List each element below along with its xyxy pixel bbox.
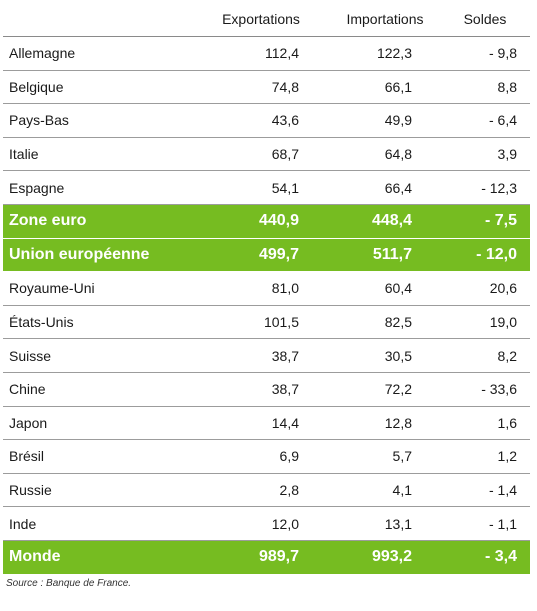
source-note: Source : Banque de France. bbox=[6, 578, 132, 589]
country-cell: Japon bbox=[9, 414, 48, 431]
exportations-cell: 112,4 bbox=[265, 45, 299, 62]
table-row: Italie 68,7 64,8 3,9 bbox=[3, 138, 530, 172]
importations-cell: 82,5 bbox=[384, 314, 412, 331]
table-row: Japon 14,4 12,8 1,6 bbox=[3, 407, 530, 441]
soldes-cell: 8,2 bbox=[497, 347, 517, 364]
importations-cell: 448,4 bbox=[371, 212, 412, 230]
table-row: Russie 2,8 4,1 - 1,4 bbox=[3, 474, 530, 508]
exportations-cell: 68,7 bbox=[271, 146, 299, 163]
country-cell: Italie bbox=[9, 146, 39, 163]
importations-cell: 511,7 bbox=[372, 245, 412, 263]
importations-cell: 66,1 bbox=[384, 78, 412, 95]
soldes-cell: - 12,3 bbox=[481, 179, 517, 196]
country-cell: Chine bbox=[9, 381, 46, 398]
soldes-cell: 3,9 bbox=[497, 146, 517, 163]
exportations-cell: 989,7 bbox=[258, 548, 299, 566]
table-row: Allemagne 112,4 122,3 - 9,8 bbox=[3, 37, 530, 71]
importations-cell: 60,4 bbox=[384, 280, 412, 297]
trade-table: Exportations Importations Soldes Allemag… bbox=[3, 2, 530, 575]
table-row: Suisse 38,7 30,5 8,2 bbox=[3, 339, 530, 373]
soldes-cell: - 9,8 bbox=[488, 45, 517, 62]
importations-cell: 993,2 bbox=[371, 548, 412, 566]
soldes-cell: 19,0 bbox=[489, 314, 517, 331]
exportations-cell: 6,9 bbox=[279, 448, 299, 465]
exportations-cell: 54,1 bbox=[271, 179, 299, 196]
table-header: Exportations Importations Soldes bbox=[3, 2, 530, 37]
header-importations: Importations bbox=[346, 11, 424, 27]
country-cell: Pays-Bas bbox=[9, 112, 69, 129]
soldes-cell: 20,6 bbox=[489, 280, 517, 297]
soldes-cell: - 1,1 bbox=[488, 515, 517, 532]
soldes-cell: - 3,4 bbox=[484, 548, 517, 566]
importations-cell: 49,9 bbox=[384, 112, 412, 129]
exportations-cell: 2,8 bbox=[279, 482, 299, 499]
table-row: Belgique 74,8 66,1 8,8 bbox=[3, 71, 530, 105]
soldes-cell: 1,2 bbox=[497, 448, 517, 465]
soldes-cell: 8,8 bbox=[497, 78, 517, 95]
exportations-cell: 38,7 bbox=[271, 347, 299, 364]
exportations-cell: 101,5 bbox=[263, 314, 299, 331]
header-soldes: Soldes bbox=[463, 11, 507, 27]
table-row: Union européenne 499,7 511,7 - 12,0 bbox=[3, 238, 530, 273]
table-row: Monde 989,7 993,2 - 3,4 bbox=[3, 540, 530, 575]
exportations-cell: 43,6 bbox=[271, 112, 299, 129]
table-row: Inde 12,0 13,1 - 1,1 bbox=[3, 507, 530, 541]
soldes-cell: - 33,6 bbox=[481, 381, 517, 398]
exportations-cell: 74,8 bbox=[271, 78, 299, 95]
table-row: Brésil 6,9 5,7 1,2 bbox=[3, 440, 530, 474]
importations-cell: 12,8 bbox=[384, 414, 412, 431]
exportations-cell: 440,9 bbox=[258, 212, 299, 230]
soldes-cell: 1,6 bbox=[497, 414, 517, 431]
soldes-cell: - 1,4 bbox=[488, 482, 517, 499]
soldes-cell: - 6,4 bbox=[488, 112, 517, 129]
soldes-cell: - 7,5 bbox=[484, 212, 517, 230]
country-cell: Royaume-Uni bbox=[9, 280, 95, 297]
country-cell: Espagne bbox=[9, 179, 65, 196]
country-cell: Belgique bbox=[9, 78, 64, 95]
exportations-cell: 499,7 bbox=[258, 245, 299, 263]
importations-cell: 5,7 bbox=[392, 448, 412, 465]
table-body: Allemagne 112,4 122,3 - 9,8 Belgique 74,8 66,1… bbox=[3, 37, 530, 575]
country-cell: États-Unis bbox=[9, 314, 74, 331]
table-row: Zone euro 440,9 448,4 - 7,5 bbox=[3, 204, 530, 239]
importations-cell: 4,1 bbox=[392, 482, 412, 499]
exportations-cell: 14,4 bbox=[271, 414, 299, 431]
soldes-cell: - 12,0 bbox=[476, 245, 517, 263]
table-row: Chine 38,7 72,2 - 33,6 bbox=[3, 373, 530, 407]
country-cell: Monde bbox=[9, 548, 61, 566]
importations-cell: 30,5 bbox=[384, 347, 412, 364]
country-cell: Union européenne bbox=[9, 245, 150, 263]
country-cell: Brésil bbox=[9, 448, 45, 465]
importations-cell: 13,1 bbox=[384, 515, 412, 532]
header-exportations: Exportations bbox=[222, 11, 300, 27]
exportations-cell: 38,7 bbox=[271, 381, 299, 398]
table-row: Pays-Bas 43,6 49,9 - 6,4 bbox=[3, 104, 530, 138]
country-cell: Allemagne bbox=[9, 45, 76, 62]
country-cell: Zone euro bbox=[9, 212, 87, 230]
table-row: Royaume-Uni 81,0 60,4 20,6 bbox=[3, 272, 530, 306]
table-row: Espagne 54,1 66,4 - 12,3 bbox=[3, 171, 530, 205]
importations-cell: 122,3 bbox=[376, 45, 412, 62]
exportations-cell: 81,0 bbox=[271, 280, 299, 297]
table-row: États-Unis 101,5 82,5 19,0 bbox=[3, 306, 530, 340]
importations-cell: 66,4 bbox=[384, 179, 412, 196]
country-cell: Suisse bbox=[9, 347, 52, 364]
importations-cell: 72,2 bbox=[384, 381, 412, 398]
exportations-cell: 12,0 bbox=[271, 515, 299, 532]
country-cell: Russie bbox=[9, 482, 52, 499]
importations-cell: 64,8 bbox=[384, 146, 412, 163]
country-cell: Inde bbox=[9, 515, 37, 532]
